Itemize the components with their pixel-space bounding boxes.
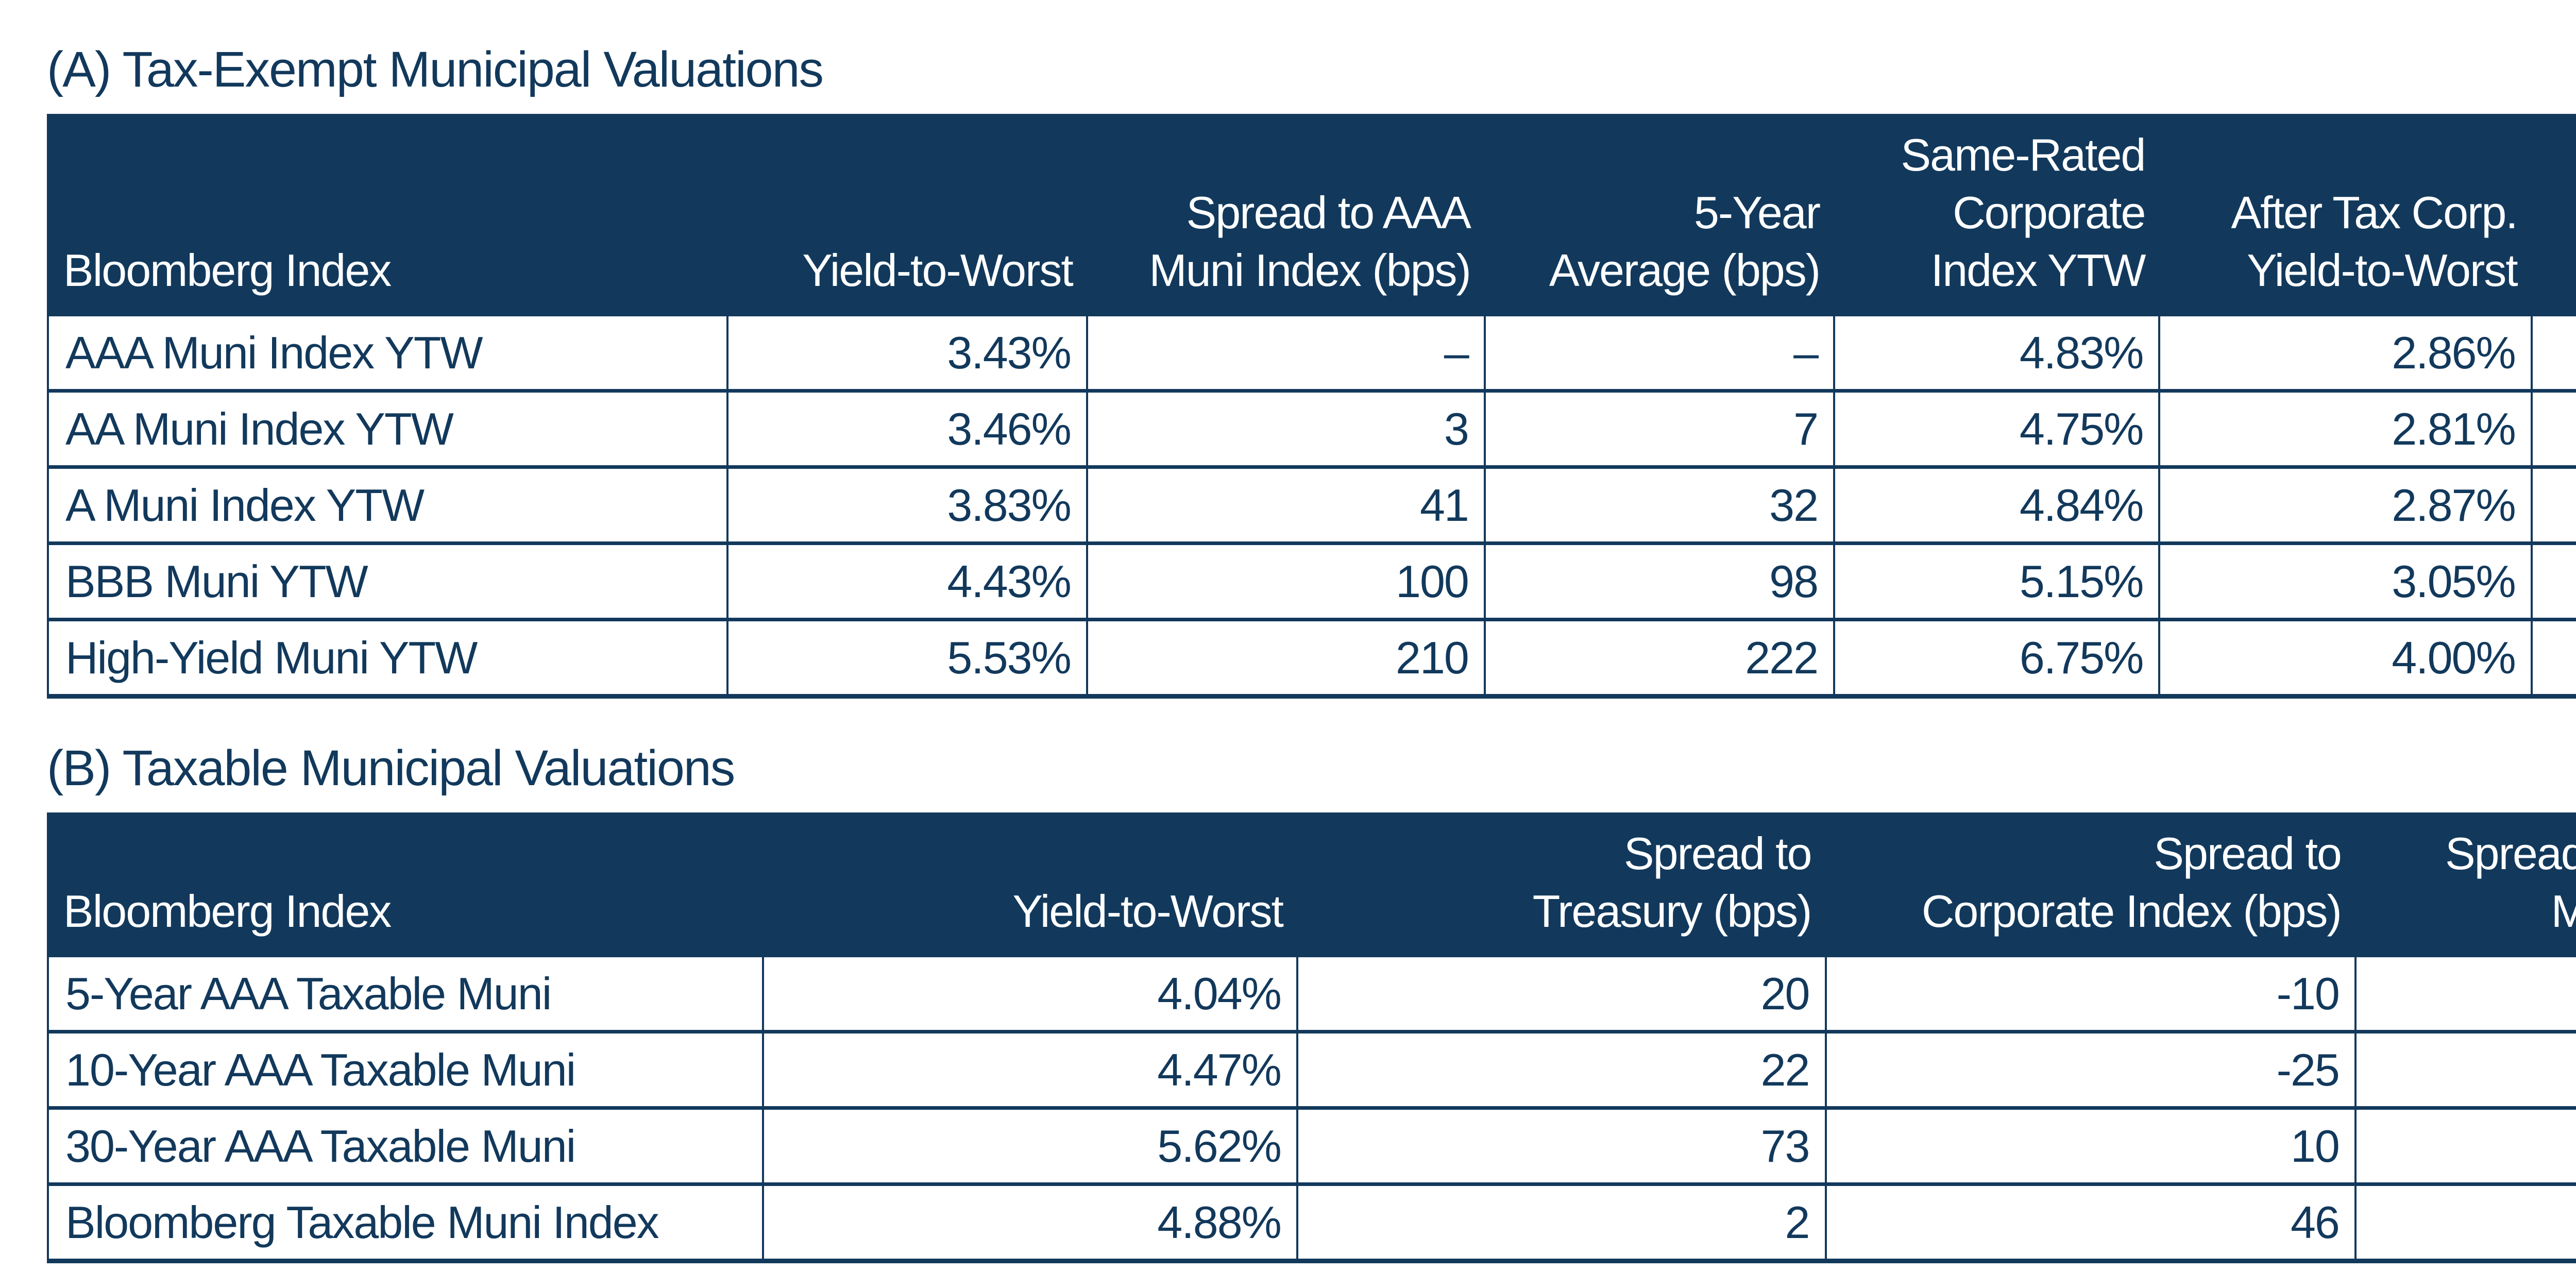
value-cell: 4.83% xyxy=(1835,313,2161,389)
table-b-header: Bloomberg Index Yield-to-Worst Spread to… xyxy=(47,812,2576,954)
value-cell: 135 xyxy=(2356,1106,2576,1182)
value-cell: – xyxy=(1485,313,1836,389)
row-label-cell: High-Yield Muni YTW xyxy=(47,618,729,694)
value-cell: 64 xyxy=(2532,389,2576,465)
section-a-title: (A) Tax-Exempt Municipal Valuations xyxy=(47,41,824,97)
value-cell: 2 xyxy=(1298,1182,1827,1259)
col-header-after-tax-corp-ytw: After Tax Corp. Yield-to-Worst xyxy=(2160,114,2533,313)
value-cell: 129 xyxy=(2356,1182,2576,1259)
row-label-cell: A Muni Index YTW xyxy=(47,465,729,541)
value-cell: 22 xyxy=(1298,1030,1827,1106)
col-header-spread-to-tax-exempt: Spread to Tax-Exempt Muni Index (bps) xyxy=(2356,812,2576,954)
col-header-spread-to-aaa-muni: Spread to AAA Muni Index (bps) xyxy=(1088,114,1486,313)
value-cell: 5.62% xyxy=(764,1106,1298,1182)
value-cell: 57 xyxy=(2532,313,2576,389)
value-cell: 138 xyxy=(2532,541,2576,618)
value-cell: 4.00% xyxy=(2160,618,2533,694)
value-cell: 4.75% xyxy=(1835,389,2161,465)
table-a-body: AAA Muni Index YTW3.43%––4.83%2.86%57AA … xyxy=(47,313,2576,694)
col-header-yield-to-worst: Yield-to-Worst xyxy=(728,114,1088,313)
col-header-spread-to-treasury: Spread to Treasury (bps) xyxy=(1298,812,1827,954)
value-cell: 222 xyxy=(1485,618,1836,694)
tax-exempt-valuations-table: Bloomberg Index Yield-to-Worst Spread to… xyxy=(47,114,2576,699)
col-header-same-rated-corporate: Same-Rated Corporate Index YTW xyxy=(1835,114,2161,313)
value-cell: 4.47% xyxy=(764,1030,1298,1106)
value-cell: 153 xyxy=(2532,618,2576,694)
taxable-valuations-table: Bloomberg Index Yield-to-Worst Spread to… xyxy=(47,812,2576,1263)
value-cell: 4.84% xyxy=(1835,465,2161,541)
value-cell: 7 xyxy=(1485,389,1836,465)
table-row: High-Yield Muni YTW 5.53% 210 222 6.75% 4.00%… xyxy=(47,618,2576,694)
value-cell: 156 xyxy=(2356,1030,2576,1106)
value-cell: 6.75% xyxy=(1835,618,2161,694)
value-cell: 97 xyxy=(2532,465,2576,541)
row-label-cell: AAA Muni Index YTW xyxy=(47,313,729,389)
row-label-cell: 30-Year AAA Taxable Muni xyxy=(47,1106,765,1182)
value-cell: 3.05% xyxy=(2160,541,2533,618)
section-taxable: (B) Taxable Municipal Valuations Bloombe… xyxy=(47,739,2576,1263)
value-cell: 5.53% xyxy=(728,618,1088,694)
col-header-spread-to-corporate: Spread to Corporate Index (bps) xyxy=(1826,812,2357,954)
value-cell: -25 xyxy=(1826,1030,2357,1106)
col-header-yield-to-worst: Yield-to-Worst xyxy=(764,812,1298,954)
col-header-muni-after-tax-spread: Muni-After Tax Corporate Spread (bps) xyxy=(2532,114,2576,313)
value-cell: 3.46% xyxy=(728,389,1088,465)
value-cell: 4.43% xyxy=(728,541,1088,618)
value-cell: 32 xyxy=(1485,465,1836,541)
row-label-cell: Bloomberg Taxable Muni Index xyxy=(47,1182,765,1259)
value-cell: 3.43% xyxy=(728,313,1088,389)
value-cell: 100 xyxy=(1088,541,1486,618)
row-label-cell: BBB Muni YTW xyxy=(47,541,729,618)
header-row: Bloomberg Index Yield-to-Worst Spread to… xyxy=(47,812,2576,954)
value-cell: 4.88% xyxy=(764,1182,1298,1259)
value-cell: 154 xyxy=(2356,954,2576,1030)
value-cell: 210 xyxy=(1088,618,1486,694)
value-cell: 98 xyxy=(1485,541,1836,618)
value-cell: -10 xyxy=(1826,954,2357,1030)
table-a-header: Bloomberg Index Yield-to-Worst Spread to… xyxy=(47,114,2576,313)
value-cell: 46 xyxy=(1826,1182,2357,1259)
value-cell: 2.86% xyxy=(2160,313,2533,389)
row-label-cell: AA Muni Index YTW xyxy=(47,389,729,465)
section-tax-exempt: (A) Tax-Exempt Municipal Valuations Bloo… xyxy=(47,40,2576,699)
row-label-cell: 5-Year AAA Taxable Muni xyxy=(47,954,765,1030)
row-label-cell: 10-Year AAA Taxable Muni xyxy=(47,1030,765,1106)
value-cell: 20 xyxy=(1298,954,1827,1030)
value-cell: 3 xyxy=(1088,389,1486,465)
value-cell: 4.04% xyxy=(764,954,1298,1030)
value-cell: 2.81% xyxy=(2160,389,2533,465)
value-cell: 3.83% xyxy=(728,465,1088,541)
value-cell: 10 xyxy=(1826,1106,2357,1182)
value-cell: 73 xyxy=(1298,1106,1827,1182)
col-header-bloomberg-index: Bloomberg Index xyxy=(47,812,765,954)
col-header-bloomberg-index: Bloomberg Index xyxy=(47,114,729,313)
value-cell: 5.15% xyxy=(1835,541,2161,618)
table-b-body: 5-Year AAA Taxable Muni4.04%20-1015410-Y… xyxy=(47,954,2576,1259)
value-cell: – xyxy=(1088,313,1486,389)
col-header-5-year-average: 5-Year Average (bps) xyxy=(1485,114,1836,313)
header-row: Bloomberg Index Yield-to-Worst Spread to… xyxy=(47,114,2576,313)
value-cell: 2.87% xyxy=(2160,465,2533,541)
section-b-title: (B) Taxable Municipal Valuations xyxy=(47,740,735,796)
value-cell: 41 xyxy=(1088,465,1486,541)
